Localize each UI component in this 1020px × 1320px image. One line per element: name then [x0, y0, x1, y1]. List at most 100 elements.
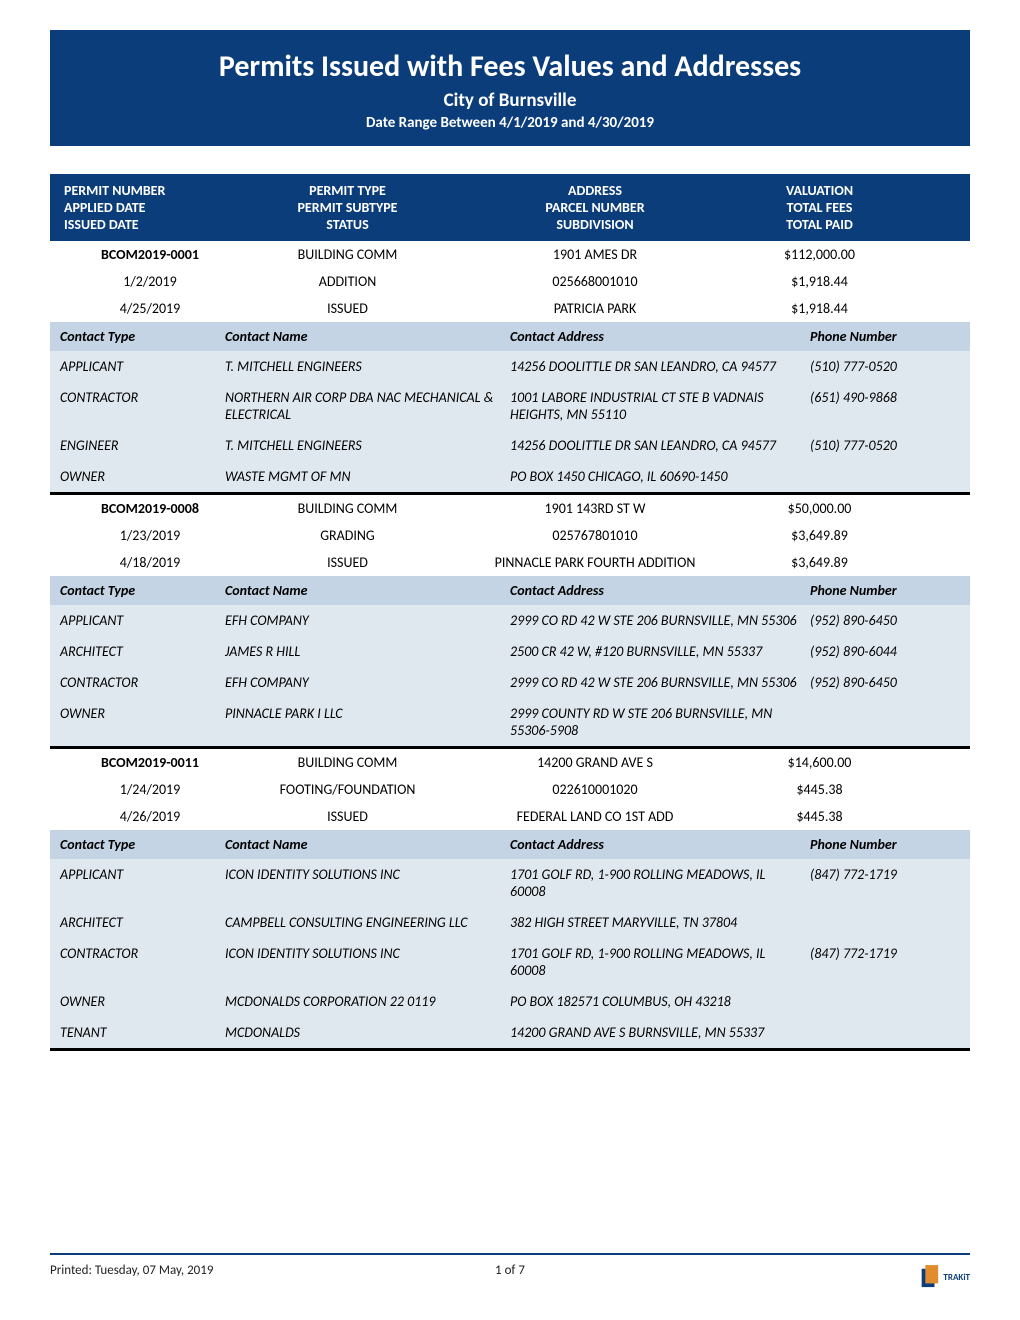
permit-block: BCOM2019-0008BUILDING COMM1901 143RD ST …	[50, 495, 970, 749]
contact-address: 2999 COUNTY RD W STE 206 BURNSVILLE, MN …	[510, 705, 810, 739]
hdr-contact-name: Contact Name	[225, 582, 510, 599]
hdr-permit-type: PERMIT TYPE	[244, 182, 451, 199]
cell: $1,918.44	[735, 273, 960, 290]
cell: PATRICIA PARK	[455, 300, 735, 317]
contact-address: 14256 DOOLITTLE DR SAN LEANDRO, CA 94577	[510, 437, 810, 454]
hdr-subdivision: SUBDIVISION	[459, 216, 731, 233]
cell: BCOM2019-0011	[60, 754, 240, 771]
trakit-logo: TRAKiT	[918, 1263, 970, 1291]
trakit-logo-icon	[918, 1263, 940, 1291]
contact-name: MCDONALDS	[225, 1024, 510, 1041]
contact-type: ENGINEER	[60, 437, 225, 454]
contact-type: APPLICANT	[60, 612, 225, 629]
footer-pager: 1 of 7	[460, 1263, 560, 1295]
contact-name: T. MITCHELL ENGINEERS	[225, 437, 510, 454]
permits-container: BCOM2019-0001BUILDING COMM1901 AMES DR$1…	[50, 241, 970, 1051]
contact-phone: (847) 772-1719	[810, 866, 960, 883]
cell: 14200 GRAND AVE S	[455, 754, 735, 771]
permit-data-row: 1/23/2019GRADING025767801010$3,649.89	[50, 522, 970, 549]
contact-header-row: Contact TypeContact NameContact AddressP…	[50, 576, 970, 605]
cell: $1,918.44	[735, 300, 960, 317]
contact-address: 2500 CR 42 W, #120 BURNSVILLE, MN 55337	[510, 643, 810, 660]
cell: 022610001020	[455, 781, 735, 798]
contact-address: 382 HIGH STREET MARYVILLE, TN 37804	[510, 914, 810, 931]
hdr-issued-date: ISSUED DATE	[64, 216, 236, 233]
page-footer: Printed: Tuesday, 07 May, 2019 1 of 7 TR…	[50, 1253, 970, 1295]
hdr-applied-date: APPLIED DATE	[64, 199, 236, 216]
cell: 1/23/2019	[60, 527, 240, 544]
hdr-contact-address: Contact Address	[510, 582, 810, 599]
cell: $50,000.00	[735, 500, 960, 517]
hdr-contact-name: Contact Name	[225, 328, 510, 345]
block-divider	[50, 1048, 970, 1051]
contact-address: 2999 CO RD 42 W STE 206 BURNSVILLE, MN 5…	[510, 674, 810, 691]
cell: BCOM2019-0001	[60, 246, 240, 263]
cell: $445.38	[735, 781, 960, 798]
cell: FEDERAL LAND CO 1ST ADD	[455, 808, 735, 825]
contact-type: ARCHITECT	[60, 914, 225, 931]
cell: $445.38	[735, 808, 960, 825]
contact-row: TENANTMCDONALDS14200 GRAND AVE S BURNSVI…	[50, 1017, 970, 1048]
contact-name: EFH COMPANY	[225, 674, 510, 691]
report-header: Permits Issued with Fees Values and Addr…	[50, 30, 970, 146]
cell: $3,649.89	[735, 527, 960, 544]
hdr-contact-name: Contact Name	[225, 836, 510, 853]
cell: ISSUED	[240, 554, 455, 571]
report-subtitle-city: City of Burnsville	[60, 89, 960, 112]
contact-row: ARCHITECTJAMES R HILL2500 CR 42 W, #120 …	[50, 636, 970, 667]
contact-phone: (847) 772-1719	[810, 945, 960, 962]
contact-row: OWNERMCDONALDS CORPORATION 22 0119PO BOX…	[50, 986, 970, 1017]
hdr-permit-number: PERMIT NUMBER	[64, 182, 236, 199]
trakit-logo-text: TRAKiT	[943, 1272, 970, 1283]
cell: 025668001010	[455, 273, 735, 290]
cell: BUILDING COMM	[240, 246, 455, 263]
contact-phone: (952) 890-6450	[810, 612, 960, 629]
permit-data-row: BCOM2019-0001BUILDING COMM1901 AMES DR$1…	[50, 241, 970, 268]
contact-name: CAMPBELL CONSULTING ENGINEERING LLC	[225, 914, 510, 931]
contact-phone: (510) 777-0520	[810, 358, 960, 375]
contact-address: PO BOX 182571 COLUMBUS, OH 43218	[510, 993, 810, 1010]
report-subtitle-daterange: Date Range Between 4/1/2019 and 4/30/201…	[60, 114, 960, 132]
hdr-contact-phone: Phone Number	[810, 328, 960, 345]
contact-header-row: Contact TypeContact NameContact AddressP…	[50, 322, 970, 351]
contact-row: CONTRACTORICON IDENTITY SOLUTIONS INC170…	[50, 938, 970, 986]
permit-block: BCOM2019-0011BUILDING COMM14200 GRAND AV…	[50, 749, 970, 1051]
contact-address: PO BOX 1450 CHICAGO, IL 60690-1450	[510, 468, 810, 485]
contact-row: APPLICANTEFH COMPANY2999 CO RD 42 W STE …	[50, 605, 970, 636]
cell: GRADING	[240, 527, 455, 544]
permit-data-row: BCOM2019-0008BUILDING COMM1901 143RD ST …	[50, 495, 970, 522]
contact-address: 1001 LABORE INDUSTRIAL CT STE B VADNAIS …	[510, 389, 810, 423]
hdr-status: STATUS	[244, 216, 451, 233]
hdr-contact-type: Contact Type	[60, 582, 225, 599]
contact-row: OWNERWASTE MGMT OF MNPO BOX 1450 CHICAGO…	[50, 461, 970, 492]
contact-name: ICON IDENTITY SOLUTIONS INC	[225, 945, 510, 962]
contact-header-row: Contact TypeContact NameContact AddressP…	[50, 830, 970, 859]
contact-phone: (510) 777-0520	[810, 437, 960, 454]
hdr-contact-type: Contact Type	[60, 836, 225, 853]
contact-address: 1701 GOLF RD, 1-900 ROLLING MEADOWS, IL …	[510, 866, 810, 900]
permit-data-row: BCOM2019-0011BUILDING COMM14200 GRAND AV…	[50, 749, 970, 776]
contact-type: ARCHITECT	[60, 643, 225, 660]
hdr-contact-address: Contact Address	[510, 836, 810, 853]
cell: 025767801010	[455, 527, 735, 544]
contact-name: EFH COMPANY	[225, 612, 510, 629]
contact-row: CONTRACTOREFH COMPANY2999 CO RD 42 W STE…	[50, 667, 970, 698]
contact-name: PINNACLE PARK I LLC	[225, 705, 510, 722]
contact-type: OWNER	[60, 993, 225, 1010]
contact-name: JAMES R HILL	[225, 643, 510, 660]
hdr-total-fees: TOTAL FEES	[739, 199, 900, 216]
contact-row: CONTRACTORNORTHERN AIR CORP DBA NAC MECH…	[50, 382, 970, 430]
cell: ADDITION	[240, 273, 455, 290]
contact-name: T. MITCHELL ENGINEERS	[225, 358, 510, 375]
contact-phone: (952) 890-6044	[810, 643, 960, 660]
page: Permits Issued with Fees Values and Addr…	[0, 0, 1020, 1320]
report-title: Permits Issued with Fees Values and Addr…	[60, 48, 960, 85]
contact-row: APPLICANTT. MITCHELL ENGINEERS14256 DOOL…	[50, 351, 970, 382]
cell: $112,000.00	[735, 246, 960, 263]
contact-type: APPLICANT	[60, 358, 225, 375]
contact-name: MCDONALDS CORPORATION 22 0119	[225, 993, 510, 1010]
footer-printed: Printed: Tuesday, 07 May, 2019	[50, 1263, 460, 1295]
permit-data-row: 4/18/2019ISSUEDPINNACLE PARK FOURTH ADDI…	[50, 549, 970, 576]
contact-row: ARCHITECTCAMPBELL CONSULTING ENGINEERING…	[50, 907, 970, 938]
cell: ISSUED	[240, 808, 455, 825]
